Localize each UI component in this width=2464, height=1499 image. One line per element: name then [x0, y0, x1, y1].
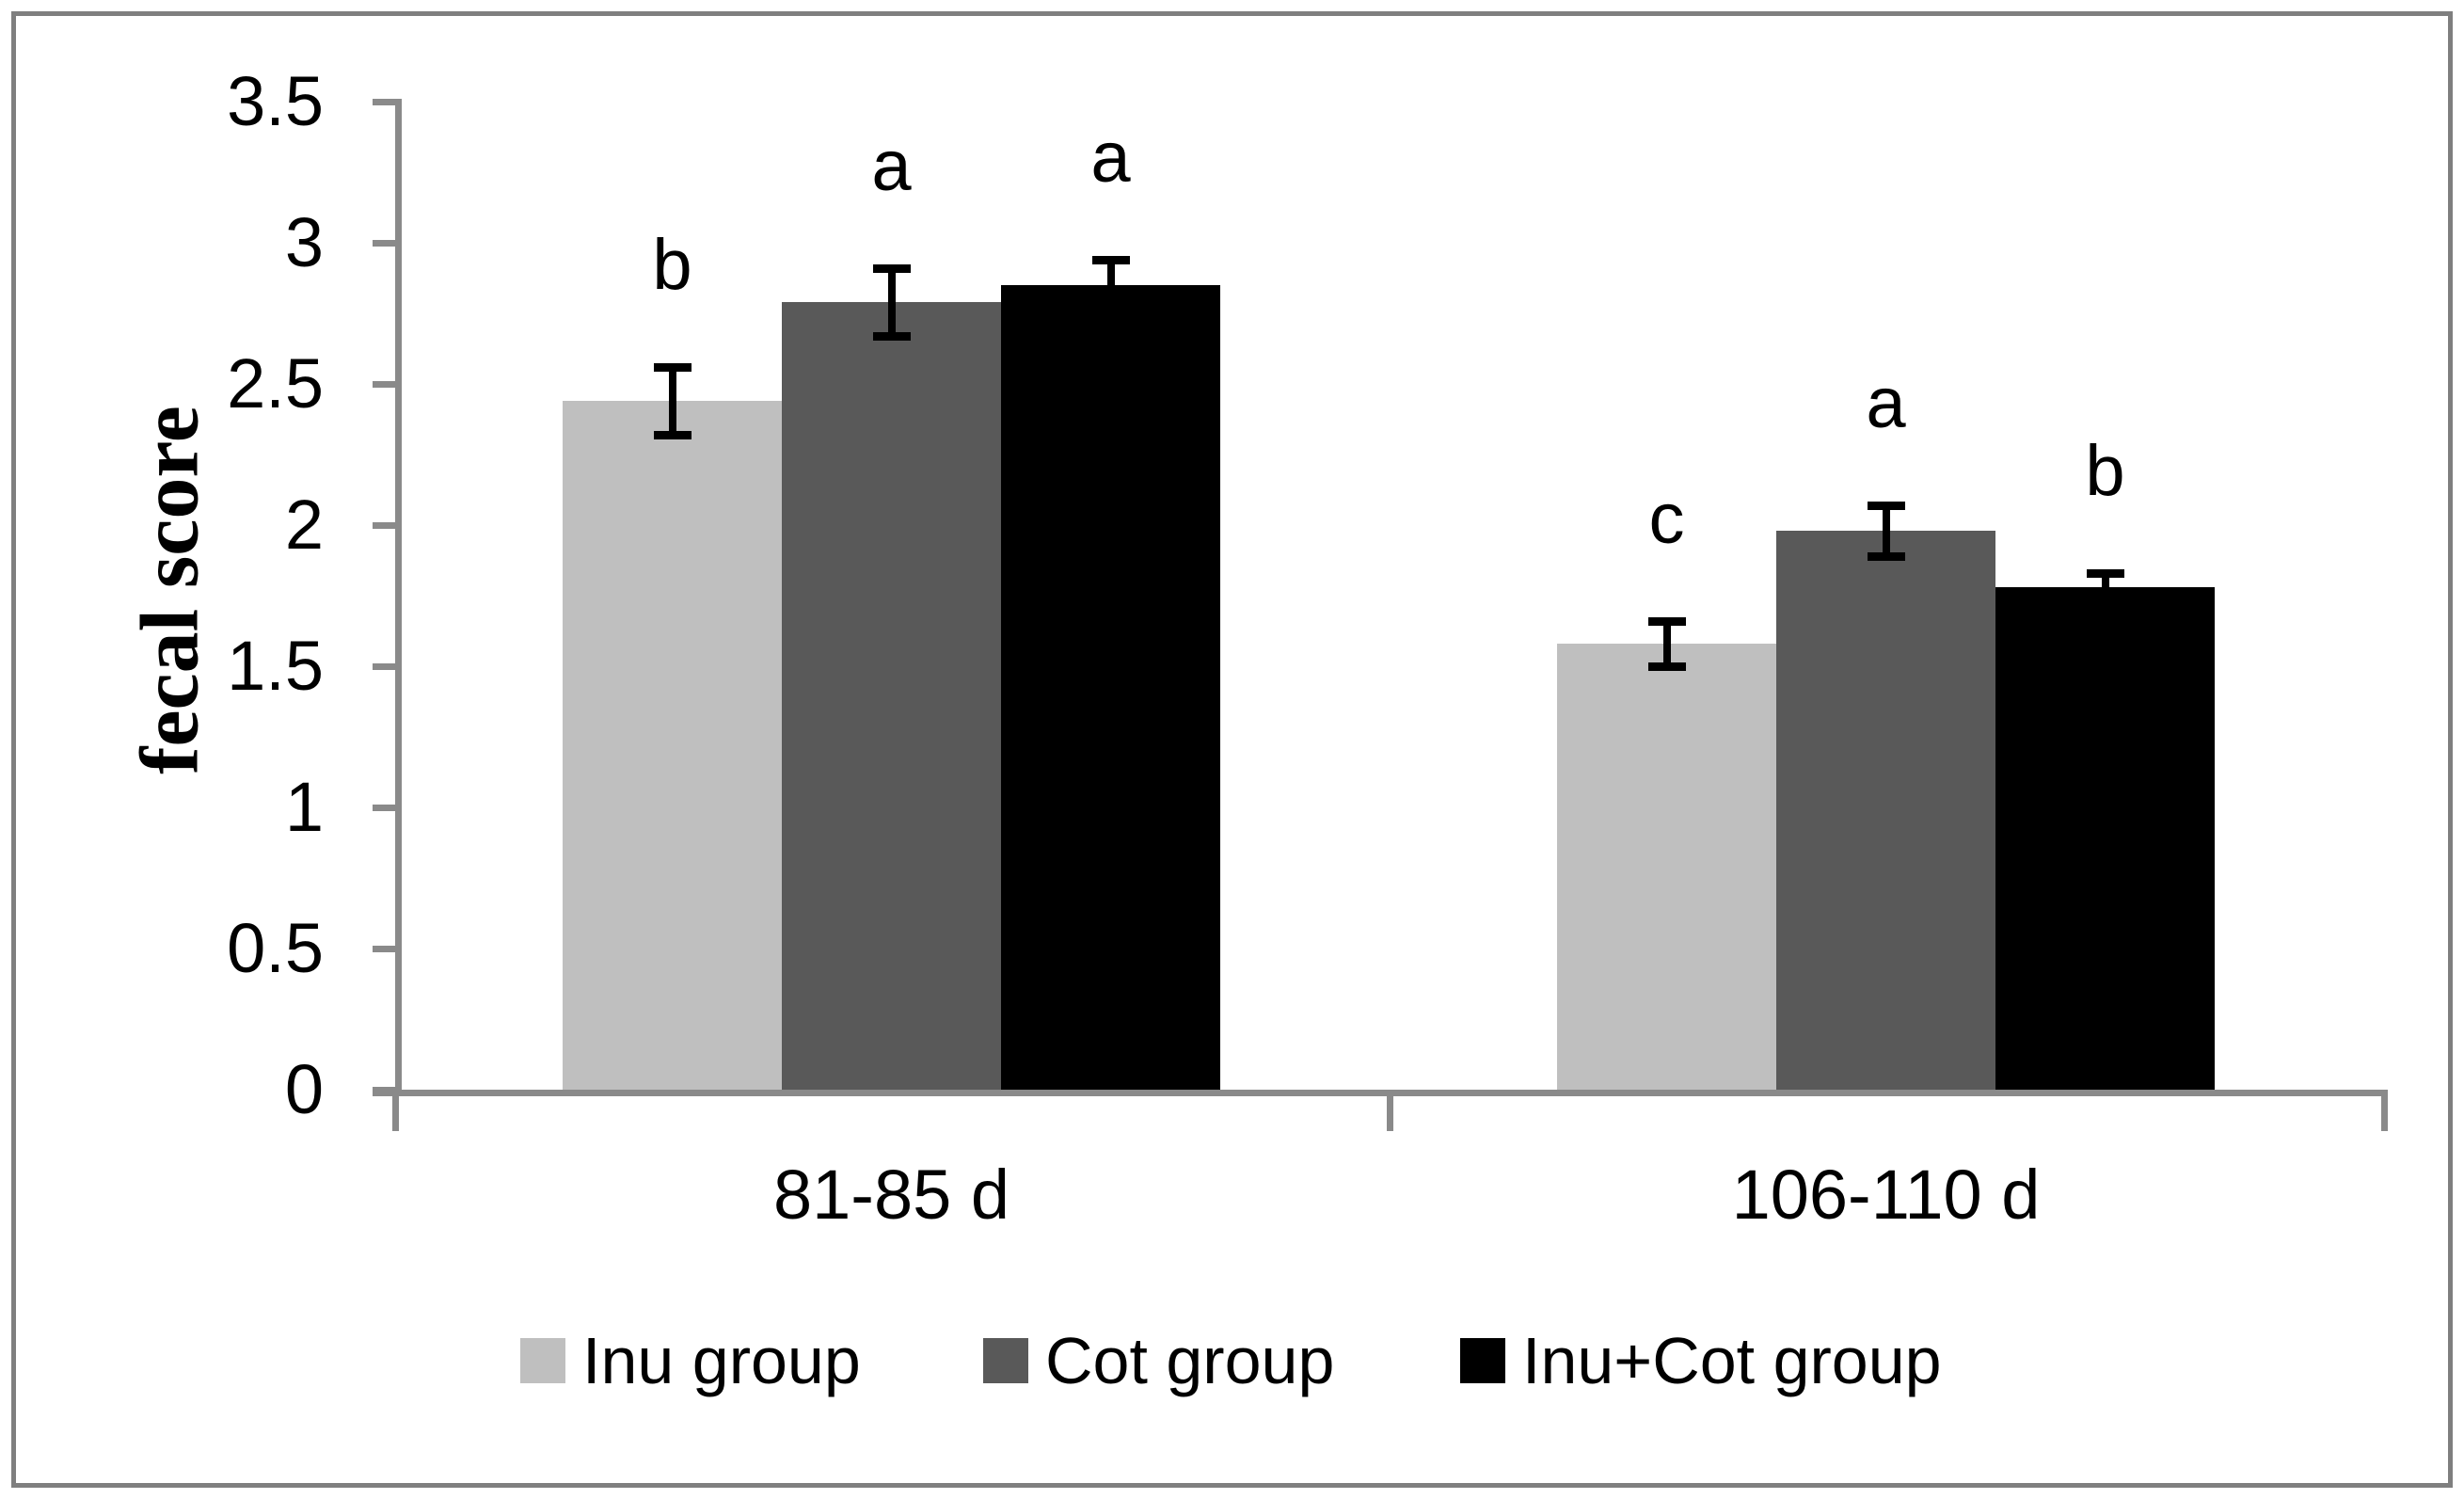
legend-swatch: [983, 1338, 1028, 1383]
significance-letter: a: [1866, 363, 1906, 443]
legend-swatch: [1460, 1338, 1505, 1383]
y-axis-tick: [373, 99, 395, 105]
legend-label: Inu group: [582, 1324, 861, 1397]
error-bar-line: [887, 268, 896, 336]
bar: [1776, 531, 1995, 1090]
error-bar-cap-top: [653, 363, 692, 372]
y-tick-label: 0: [284, 1050, 324, 1128]
error-bar-cap-top: [1867, 502, 1905, 510]
bar: [1995, 587, 2215, 1090]
y-axis-tick: [373, 805, 395, 811]
y-tick-label: 1: [284, 768, 324, 846]
y-axis-tick: [373, 663, 395, 670]
y-tick-label: 0.5: [227, 909, 324, 987]
y-axis-tick: [373, 240, 395, 247]
y-axis-tick: [373, 1087, 395, 1093]
error-bar-cap-top: [1647, 617, 1686, 626]
error-bar-cap-bottom: [1867, 552, 1905, 561]
y-axis-line: [395, 99, 402, 1096]
error-bar-cap-top: [872, 264, 911, 273]
x-axis-tick: [1387, 1090, 1393, 1131]
x-axis-line: [373, 1090, 2384, 1096]
legend-item: Cot group: [983, 1327, 1334, 1395]
significance-letter: b: [2085, 431, 2125, 511]
error-bar-cap-bottom: [1091, 307, 1130, 315]
category-label: 106-110 d: [1731, 1156, 2041, 1234]
legend-item: Inu group: [520, 1327, 861, 1395]
y-tick-label: 3.5: [227, 62, 324, 140]
significance-letter: a: [1090, 118, 1131, 198]
error-bar-cap-top: [1091, 256, 1130, 264]
legend-label: Inu+Cot group: [1522, 1324, 1942, 1397]
error-bar-line: [2101, 573, 2109, 601]
error-bar-cap-bottom: [1647, 662, 1686, 671]
error-bar-line: [1882, 505, 1890, 556]
y-axis-tick: [373, 381, 395, 388]
legend-swatch: [520, 1338, 565, 1383]
x-axis-tick: [392, 1090, 399, 1131]
significance-letter: b: [652, 225, 692, 305]
error-bar-line: [668, 367, 676, 435]
figure-border: [11, 11, 2453, 1488]
bar: [1557, 644, 1776, 1090]
error-bar-cap-bottom: [653, 431, 692, 439]
error-bar-cap-bottom: [2086, 598, 2124, 606]
legend-item: Inu+Cot group: [1460, 1327, 1942, 1395]
legend-label: Cot group: [1045, 1324, 1335, 1397]
bar: [1001, 285, 1220, 1090]
significance-letter: a: [871, 126, 912, 206]
category-label: 81-85 d: [773, 1156, 1009, 1234]
error-bar-line: [1662, 621, 1671, 666]
y-axis-tick: [373, 522, 395, 529]
bar: [782, 302, 1001, 1090]
error-bar-cap-bottom: [872, 332, 911, 341]
y-tick-label: 2: [284, 486, 324, 564]
bar: [563, 401, 782, 1090]
y-tick-label: 3: [284, 203, 324, 281]
error-bar-line: [1106, 260, 1115, 311]
x-axis-tick: [2381, 1090, 2388, 1131]
y-axis-tick: [373, 946, 395, 952]
y-tick-label: 2.5: [227, 344, 324, 423]
y-tick-label: 1.5: [227, 627, 324, 705]
significance-letter: c: [1648, 479, 1685, 559]
error-bar-cap-top: [2086, 569, 2124, 578]
